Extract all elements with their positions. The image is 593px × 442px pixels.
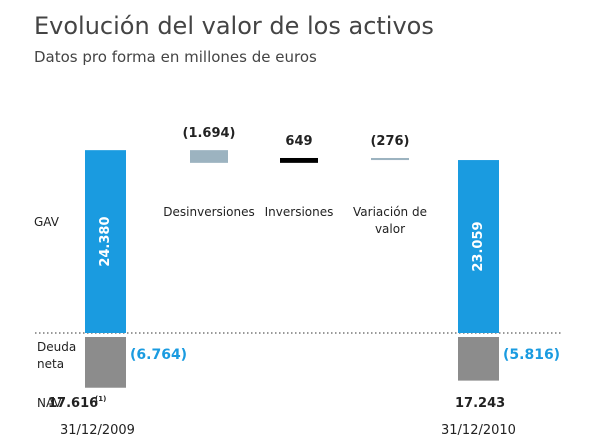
- gav-value-label: 23.059: [471, 221, 486, 271]
- gav-value-label: 24.380: [98, 216, 113, 266]
- debt-bar: [458, 337, 499, 381]
- gav-bar: [458, 160, 499, 333]
- step-bar: [371, 157, 409, 161]
- row-label: NAV: [37, 396, 62, 410]
- step-value-label: (276): [370, 133, 410, 149]
- chart-subtitle: Datos pro forma en millones de euros: [34, 48, 317, 66]
- step-category-label: Desinversiones: [163, 205, 255, 219]
- step-bar: [280, 157, 318, 163]
- debt-value-label: (6.764): [130, 347, 188, 363]
- gav-bar: [85, 150, 126, 333]
- step-value-label: 649: [285, 133, 313, 149]
- date-label: 31/12/2010: [441, 423, 516, 438]
- debt-value-label: (5.816): [503, 347, 561, 363]
- step-category-label: Variación de valor: [353, 205, 427, 236]
- debt-bar: [85, 337, 126, 388]
- nav-value-label: 17.243: [455, 396, 506, 411]
- nav-note: (1): [95, 395, 107, 403]
- row-label: Deuda neta: [37, 340, 77, 371]
- chart-title: Evolución del valor de los activos: [34, 12, 434, 40]
- step-value-label: (1.694): [182, 126, 236, 142]
- step-category-label: Inversiones: [264, 205, 334, 219]
- row-label: GAV: [34, 215, 59, 229]
- step-bar: [190, 150, 228, 163]
- nav-value-label: 17.616: [48, 396, 99, 411]
- date-label: 31/12/2009: [60, 423, 135, 438]
